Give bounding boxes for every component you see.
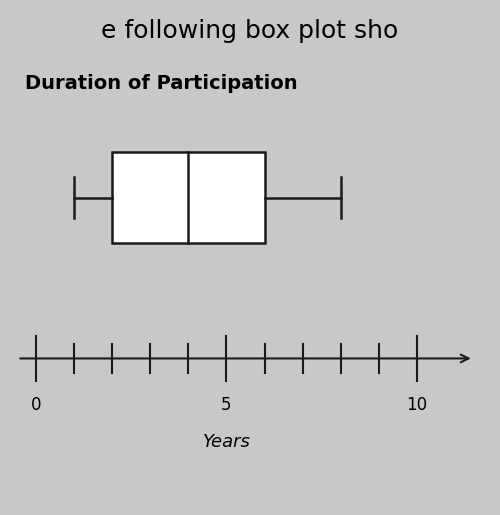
Text: Duration of Participation: Duration of Participation <box>25 74 297 93</box>
Text: Years: Years <box>202 433 250 451</box>
Text: e following box plot sho: e following box plot sho <box>102 19 399 43</box>
Bar <box>112 152 264 243</box>
Text: 5: 5 <box>221 396 232 414</box>
Text: 0: 0 <box>31 396 42 414</box>
Text: 10: 10 <box>406 396 427 414</box>
